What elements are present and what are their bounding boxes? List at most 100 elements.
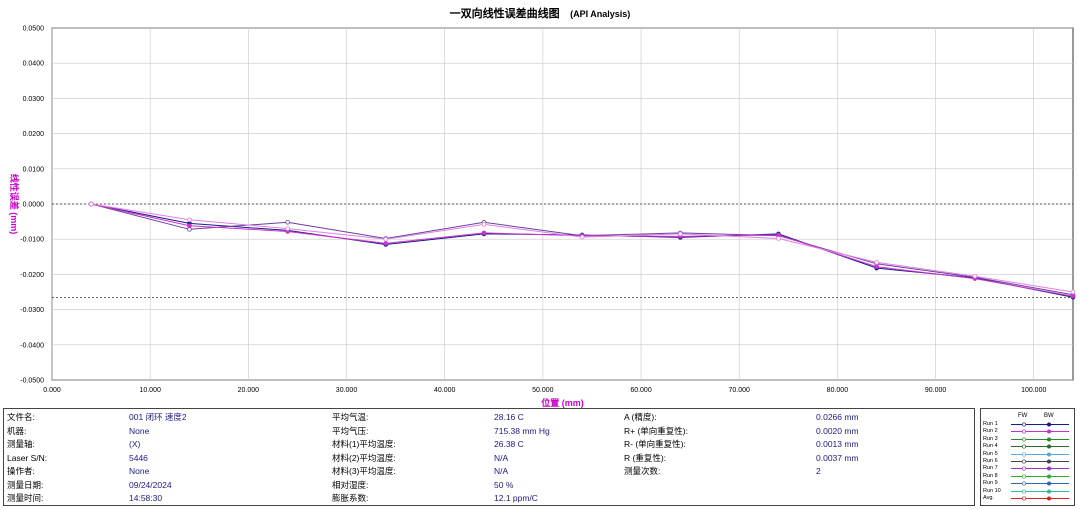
info-label: 材料(2)平均温度:	[332, 452, 396, 463]
legend-swatch-marker	[1021, 474, 1027, 479]
legend-entry-label: Run 10	[983, 487, 1001, 494]
legend-swatch	[1011, 452, 1069, 457]
legend-swatch-marker	[1046, 422, 1052, 427]
info-value: 09/24/2024	[129, 479, 172, 490]
info-value: 0.0037 mm	[816, 452, 859, 463]
legend-entry: Run 8	[983, 473, 1073, 480]
data-point	[187, 217, 192, 223]
info-label: 平均气压:	[332, 425, 369, 436]
legend-entry-label: Run 9	[983, 480, 998, 487]
info-value: 715.38 mm Hg	[494, 425, 550, 436]
measurement-info-panel: 文件名: 001 闭环 速度2 平均气温: 28.16 C A (精度): 0.0266 …	[3, 408, 975, 506]
legend-swatch-marker	[1021, 437, 1027, 442]
y-tick-label: -0.0200	[20, 272, 44, 279]
info-label: 测量次数:	[624, 466, 661, 476]
x-tick-label: 60.000	[630, 387, 652, 394]
chart-subtitle: (API Analysis)	[570, 9, 631, 19]
info-label: R (重复性):	[624, 452, 667, 463]
data-point	[383, 241, 389, 246]
info-label: R- (单向重复性):	[624, 439, 686, 449]
legend-entry: Run 5	[983, 451, 1073, 458]
info-value: N/A	[494, 466, 509, 476]
legend-swatch-marker	[1046, 474, 1052, 479]
legend-swatch-marker	[1046, 481, 1052, 486]
info-label: 测量日期:	[7, 479, 44, 490]
info-value: 001 闭环 速度2	[129, 412, 187, 422]
info-value: 0.0266 mm	[816, 412, 859, 422]
legend-swatch-marker	[1046, 459, 1052, 464]
legend-swatch	[1011, 466, 1069, 471]
legend-swatch-marker	[1021, 452, 1027, 457]
x-tick-label: 10.000	[139, 387, 161, 394]
legend-swatch-marker	[1046, 429, 1052, 434]
legend-swatch-marker	[1046, 496, 1052, 501]
x-tick-label: 80.000	[827, 387, 849, 394]
info-value: (X)	[129, 439, 141, 449]
legend-entry-label: Run 7	[983, 465, 998, 472]
y-tick-label: -0.0500	[20, 378, 44, 385]
x-tick-label: 20.000	[238, 387, 260, 394]
legend-entry: Run 4	[983, 443, 1073, 450]
info-value: 5446	[129, 452, 148, 463]
info-value: None	[129, 466, 150, 476]
chart-title: 一双向线性误差曲线图	[449, 8, 560, 20]
data-point	[874, 264, 879, 269]
data-point	[579, 234, 585, 240]
legend-entry-label: Run 6	[983, 458, 998, 464]
y-tick-label: 0.0400	[23, 61, 45, 68]
legend-entry-label: Avg.	[983, 495, 994, 501]
legend-swatch-marker	[1046, 452, 1052, 457]
info-label: 测量时间:	[7, 493, 44, 503]
data-point	[285, 226, 290, 231]
info-label: 材料(3)平均温度:	[332, 466, 396, 476]
x-tick-label: 30.000	[336, 387, 358, 394]
data-point	[187, 223, 192, 229]
legend-entry-label: Run 1	[983, 421, 998, 427]
info-label: 操作者:	[7, 466, 35, 476]
legend-swatch	[1011, 422, 1069, 427]
legend-swatch-marker	[1021, 466, 1027, 471]
info-value: 12.1 ppm/C	[494, 493, 538, 503]
info-label: 膨胀系数:	[332, 493, 369, 503]
info-label: A (精度):	[624, 412, 657, 422]
info-value: 0.0020 mm	[816, 425, 859, 436]
legend-swatch-marker	[1046, 489, 1052, 494]
x-axis-label: 位置 (mm)	[541, 397, 584, 408]
legend-swatch-marker	[1046, 437, 1052, 442]
legend-swatch-marker	[1021, 422, 1027, 427]
info-label: 测量轴:	[7, 439, 35, 449]
legend-entry-label: Run 5	[983, 450, 998, 457]
data-point	[481, 230, 487, 236]
info-label: 平均气温:	[332, 412, 369, 422]
legend-entry-label: Run 3	[983, 435, 998, 442]
y-tick-label: -0.0400	[20, 342, 44, 349]
legend-swatch-marker	[1021, 481, 1027, 486]
x-tick-label: 90.000	[925, 387, 947, 394]
chart-title-bar: 一双向线性误差曲线图 (API Analysis)	[0, 4, 1080, 22]
info-label: 文件名:	[7, 412, 35, 422]
legend-swatch-marker	[1021, 429, 1027, 434]
legend-entry: Run 1	[983, 421, 1073, 428]
legend-swatch	[1011, 459, 1069, 464]
y-tick-label: 0.0500	[23, 26, 45, 33]
legend-swatch	[1011, 489, 1069, 494]
legend-swatch-marker	[1046, 444, 1052, 449]
legend-entry-label: Run 8	[983, 472, 998, 479]
legend-swatch-marker	[1021, 444, 1027, 449]
x-tick-label: 40.000	[434, 387, 456, 394]
legend-swatch-marker	[1021, 489, 1027, 494]
x-tick-label: 100.000	[1021, 387, 1046, 394]
y-tick-label: -0.0100	[20, 237, 44, 244]
y-axis-label: 线性误差 (mm)	[9, 174, 20, 235]
data-point	[874, 260, 879, 265]
info-value: 0.0013 mm	[816, 439, 859, 449]
info-value: 2	[816, 466, 821, 476]
legend-entry: Run 9	[983, 480, 1073, 487]
data-point	[383, 236, 389, 242]
data-point	[972, 273, 978, 279]
legend-swatch	[1011, 474, 1069, 479]
y-tick-label: 0.0100	[23, 166, 45, 173]
data-point	[88, 201, 94, 207]
legend-entry: Avg.	[983, 495, 1073, 502]
info-label: 相对湿度:	[332, 479, 369, 490]
